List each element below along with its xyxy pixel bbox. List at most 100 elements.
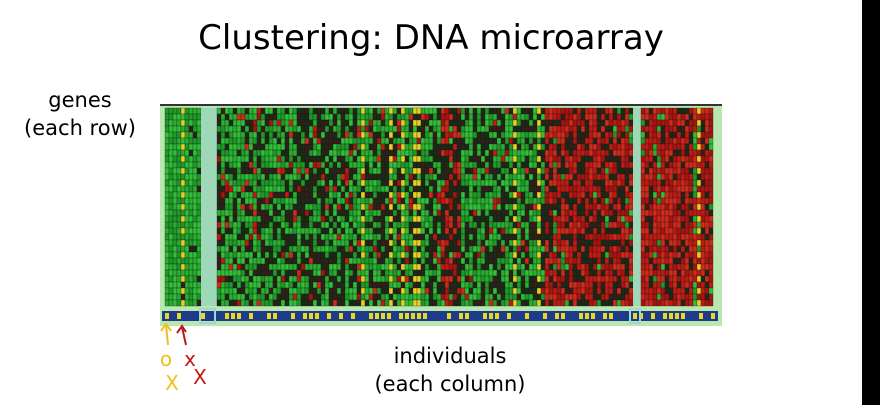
- heatmap-cell: [556, 257, 562, 265]
- heatmap-cell: [332, 107, 338, 115]
- heatmap-cell: [244, 107, 250, 115]
- heatmap-cell: [504, 257, 510, 265]
- heatmap-cell: [640, 161, 646, 169]
- heatmap-cell: [692, 203, 698, 211]
- heatmap-cell: [180, 197, 186, 205]
- heatmap-cell: [688, 119, 694, 127]
- heatmap-cell: [408, 161, 414, 169]
- heatmap-cell: [568, 173, 574, 181]
- heatmap-cell: [584, 257, 590, 265]
- heatmap-cell: [196, 233, 202, 241]
- heatmap-cell: [364, 251, 370, 259]
- heatmap-cell: [704, 137, 710, 145]
- heatmap-cell: [548, 119, 554, 127]
- heatmap-cell: [600, 113, 606, 121]
- heatmap-cell: [668, 209, 674, 217]
- heatmap-cell: [620, 167, 626, 175]
- heatmap-cell: [640, 239, 646, 247]
- heatmap-cell: [352, 215, 358, 223]
- heatmap-cell: [344, 131, 350, 139]
- heatmap-cell: [340, 131, 346, 139]
- heatmap-cell: [396, 287, 402, 295]
- heatmap-cell: [464, 221, 470, 229]
- heatmap-cell: [496, 155, 502, 163]
- heatmap-cell: [616, 173, 622, 181]
- heatmap-cell: [504, 113, 510, 121]
- heatmap-cell: [324, 173, 330, 181]
- heatmap-cell: [660, 221, 666, 229]
- heatmap-cell: [312, 299, 318, 307]
- heatmap-cell: [284, 137, 290, 145]
- heatmap-cell: [700, 173, 706, 181]
- heatmap-cell: [324, 191, 330, 199]
- heatmap-cell: [572, 299, 578, 307]
- heatmap-cell: [624, 227, 630, 235]
- heatmap-cell: [440, 167, 446, 175]
- heatmap-cell: [604, 173, 610, 181]
- heatmap-cell: [392, 287, 398, 295]
- heatmap-cell: [528, 275, 534, 283]
- heatmap-cell: [484, 287, 490, 295]
- heatmap-cell: [596, 173, 602, 181]
- heatmap-cell: [336, 275, 342, 283]
- heatmap-cell: [352, 245, 358, 253]
- heatmap-cell: [576, 287, 582, 295]
- heatmap-cell: [304, 251, 310, 259]
- heatmap-cell: [388, 293, 394, 301]
- heatmap-cell: [652, 233, 658, 241]
- heatmap-cell: [616, 269, 622, 277]
- heatmap-cell: [256, 161, 262, 169]
- heatmap-cell: [472, 143, 478, 151]
- heatmap-cell: [240, 197, 246, 205]
- heatmap-cell: [276, 269, 282, 277]
- heatmap-cell: [380, 167, 386, 175]
- heatmap-cell: [412, 215, 418, 223]
- heatmap-cell: [656, 167, 662, 175]
- heatmap-cell: [280, 227, 286, 235]
- heatmap-cell: [532, 203, 538, 211]
- heatmap-cell: [460, 173, 466, 181]
- heatmap-cell: [536, 221, 542, 229]
- heatmap-cell: [176, 161, 182, 169]
- heatmap-cell: [692, 245, 698, 253]
- heatmap-cell: [488, 125, 494, 133]
- heatmap-cell: [652, 287, 658, 295]
- heatmap-cell: [700, 107, 706, 115]
- heatmap-cell: [420, 263, 426, 271]
- heatmap-cell: [328, 221, 334, 229]
- heatmap-cell: [348, 275, 354, 283]
- heatmap-cell: [316, 257, 322, 265]
- heatmap-cell: [664, 257, 670, 265]
- heatmap-cell: [340, 239, 346, 247]
- heatmap-cell: [356, 293, 362, 301]
- heatmap-cell: [424, 113, 430, 121]
- strip-gap: [629, 308, 641, 324]
- heatmap-cell: [644, 233, 650, 241]
- heatmap-cell: [220, 113, 226, 121]
- heatmap-cell: [648, 269, 654, 277]
- heatmap-cell: [676, 191, 682, 199]
- heatmap-cell: [244, 299, 250, 307]
- heatmap-cell: [216, 233, 222, 241]
- heatmap-cell: [292, 209, 298, 217]
- heatmap-cell: [352, 293, 358, 301]
- heatmap-cell: [688, 299, 694, 307]
- heatmap-cell: [404, 233, 410, 241]
- heatmap-cell: [640, 299, 646, 307]
- strip-cell: [489, 313, 493, 319]
- heatmap-cell: [612, 179, 618, 187]
- heatmap-cell: [468, 257, 474, 265]
- heatmap-cell: [356, 251, 362, 259]
- heatmap-cell: [464, 155, 470, 163]
- heatmap-cell: [456, 251, 462, 259]
- heatmap-cell: [368, 137, 374, 145]
- heatmap-cell: [276, 167, 282, 175]
- heatmap-cell: [304, 203, 310, 211]
- heatmap-cell: [396, 137, 402, 145]
- heatmap-cell: [520, 125, 526, 133]
- heatmap-cell: [648, 203, 654, 211]
- heatmap-cell: [388, 227, 394, 235]
- heatmap-cell: [336, 143, 342, 151]
- heatmap-cell: [604, 275, 610, 283]
- heatmap-cell: [428, 239, 434, 247]
